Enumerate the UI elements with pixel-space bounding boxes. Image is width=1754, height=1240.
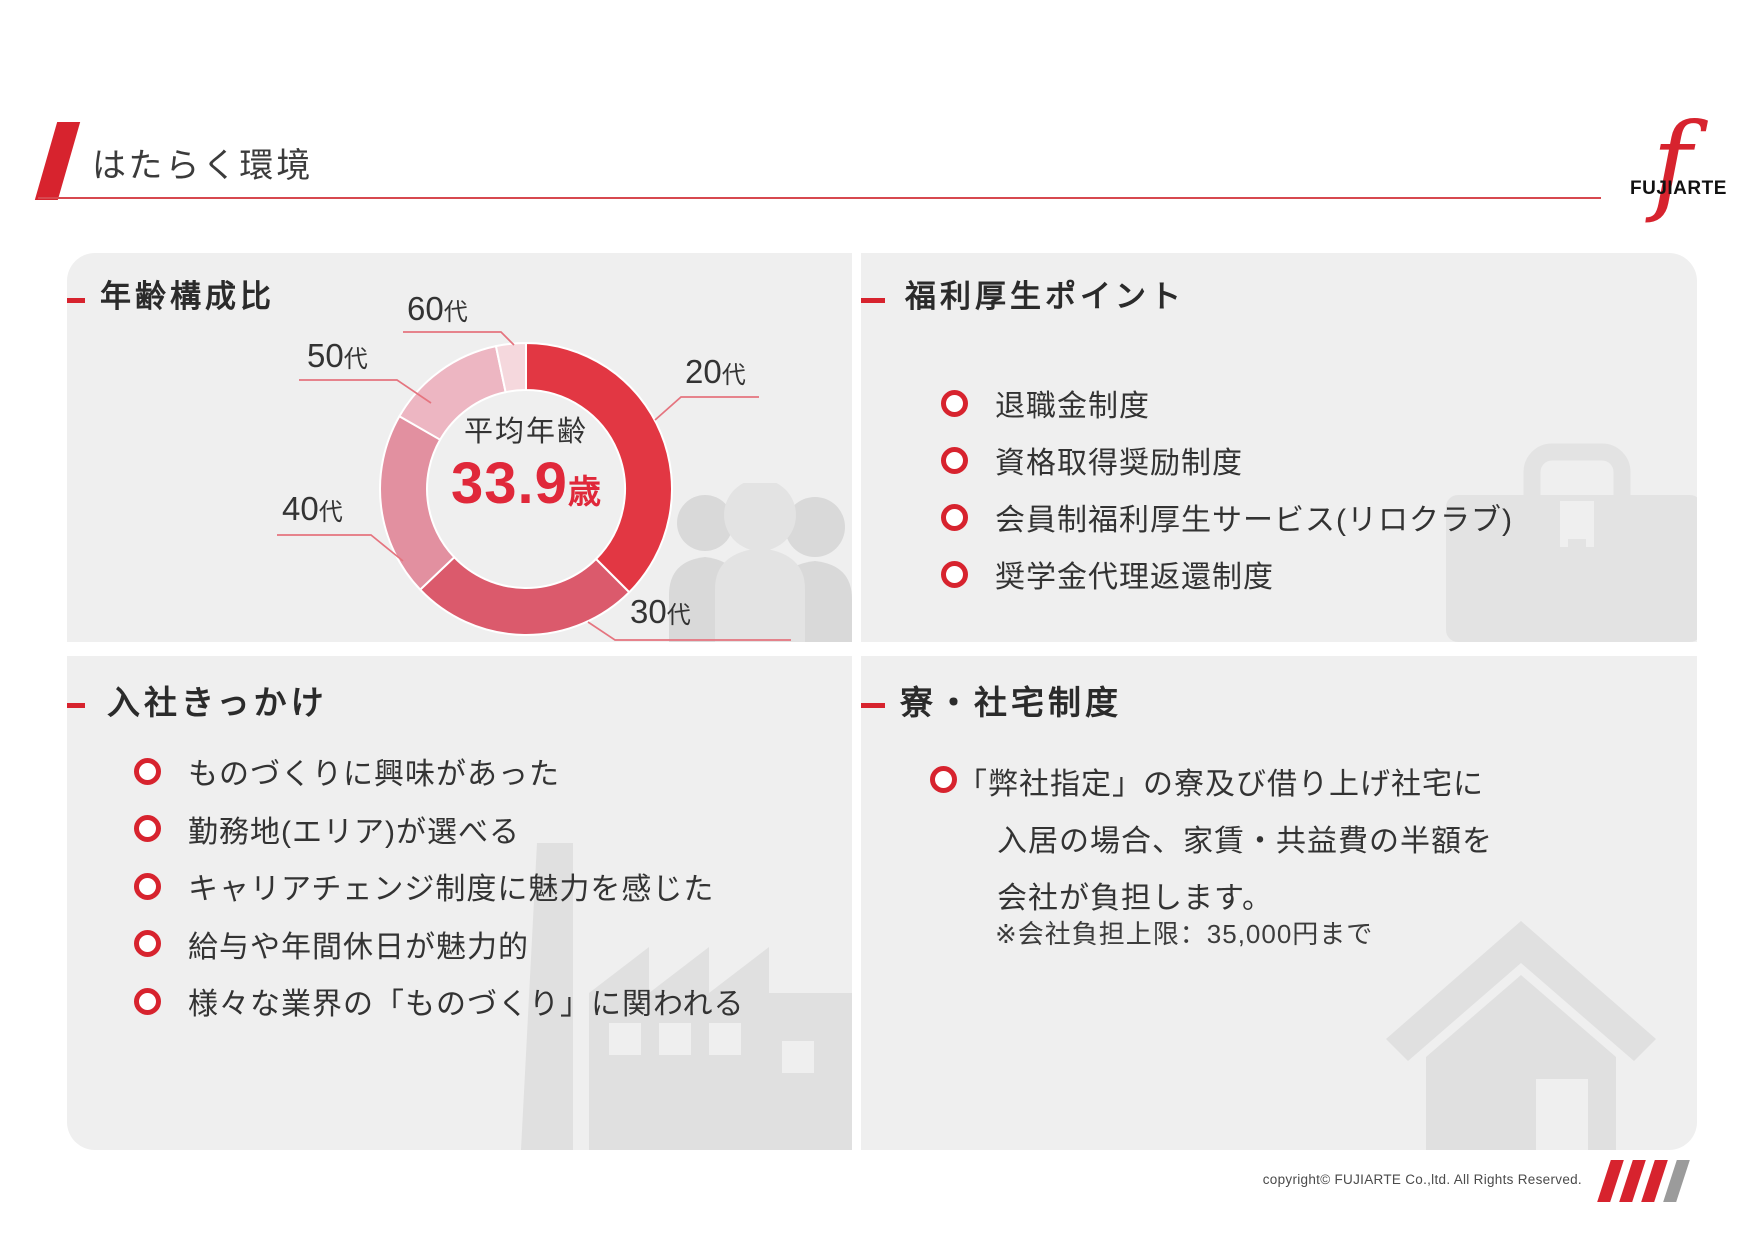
logo-f-icon: f	[1652, 101, 1692, 226]
donut-category-label: 40代	[282, 490, 343, 527]
section-dash-icon	[67, 703, 85, 708]
bullet-icon	[930, 766, 957, 793]
briefcase-silhouette-icon	[1446, 443, 1697, 642]
donut-leader-line	[277, 534, 404, 562]
bullet-icon	[134, 757, 161, 785]
list-item-label: 会員制福利厚生サービス(リロクラブ)	[995, 504, 1513, 537]
donut-leader-line	[654, 396, 759, 421]
donut-center-label: 平均年齢 33.9歳	[416, 408, 636, 517]
people-silhouette-icon	[669, 483, 852, 642]
list-item: 給与や年間休日が魅力的	[134, 924, 745, 964]
bullet-icon	[134, 815, 161, 842]
bullet-icon	[134, 930, 161, 957]
factory-silhouette-icon	[521, 843, 852, 1150]
company-logo: f FUJIARTE	[1630, 110, 1740, 248]
list-item: 退職金制度	[941, 383, 1513, 423]
panel-welfare: 福利厚生ポイント 退職金制度資格取得奨励制度会員制福利厚生サービス(リロクラブ)…	[861, 253, 1697, 642]
list-item: 会員制福利厚生サービス(リロクラブ)	[941, 497, 1513, 537]
housing-line-2: 入居の場合、家賃・共益費の半額を	[997, 825, 1493, 858]
donut-category-label: 60代	[407, 290, 468, 327]
reasons-list: ものづくりに興味があった 勤務地(エリア)が選べるキャリアチェンジ制度に魅力を感じ…	[134, 751, 745, 1021]
welfare-list: 退職金制度資格取得奨励制度会員制福利厚生サービス(リロクラブ) 奨学金代理返還制度	[941, 383, 1513, 594]
donut-category-label: 50代	[307, 337, 368, 374]
donut-leader-line	[403, 331, 515, 346]
header-accent-slash	[34, 122, 81, 200]
housing-note: ※会社負担上限：35,000円まで	[995, 919, 1374, 949]
list-item-label: 奨学金代理返還制度	[995, 561, 1274, 594]
list-item-label: 様々な業界の「ものづくり」に関われる	[188, 988, 745, 1021]
average-age-value: 33.9	[451, 451, 568, 516]
footer-slash-icon	[1619, 1160, 1646, 1202]
housing-line-1: 「弊社指定」の寮及び借り上げ社宅に	[957, 768, 1484, 801]
list-item: 様々な業界の「ものづくり」に関われる	[134, 981, 745, 1021]
donut-slice	[418, 555, 631, 636]
panel-join-reasons: 入社きっかけ ものづくりに興味があった 勤務地(エリア)が選べるキャリアチェンジ制…	[67, 656, 852, 1150]
list-item-label: ものづくりに興味があった	[188, 758, 560, 791]
average-age-unit: 歳	[567, 473, 601, 510]
bullet-icon	[134, 872, 161, 900]
list-item-label: 勤務地(エリア)が選べる	[188, 815, 520, 849]
panel-housing: 寮・社宅制度 「弊社指定」の寮及び借り上げ社宅に 入居の場合、家賃・共益費の半額…	[861, 656, 1697, 1150]
list-item-label: 給与や年間休日が魅力的	[188, 930, 529, 964]
list-item-label: 資格取得奨励制度	[995, 447, 1243, 480]
panel-age-composition: 年齢構成比 平均年齢 33.9歳 20代 30代 40代 50代 60代	[67, 253, 852, 642]
footer-slash-icon	[1663, 1160, 1690, 1202]
section-dash-icon	[861, 298, 885, 303]
donut-slice	[494, 341, 527, 394]
section-title-reasons: 入社きっかけ	[107, 684, 328, 721]
age-donut-chart	[277, 331, 791, 641]
bullet-icon	[941, 503, 968, 531]
donut-leader-line	[587, 621, 791, 641]
bullet-icon	[134, 987, 161, 1015]
house-silhouette-icon	[1386, 921, 1656, 1150]
list-item: 勤務地(エリア)が選べる	[134, 809, 745, 849]
donut-category-label: 30代	[630, 593, 691, 630]
list-item: キャリアチェンジ制度に魅力を感じた	[134, 866, 745, 906]
section-title-welfare: 福利厚生ポイント	[905, 279, 1185, 314]
housing-line-3: 会社が負担します。	[997, 882, 1273, 915]
list-item-label: キャリアチェンジ制度に魅力を感じた	[188, 873, 715, 906]
section-title-housing: 寮・社宅制度	[900, 684, 1122, 721]
donut-leader-line	[299, 379, 432, 404]
section-title-age: 年齢構成比	[100, 279, 275, 314]
bullet-icon	[941, 389, 968, 417]
section-dash-icon	[861, 703, 885, 708]
donut-category-label: 20代	[685, 353, 746, 390]
donut-slice	[525, 341, 673, 594]
list-item-label: 退職金制度	[995, 390, 1150, 423]
list-item: ものづくりに興味があった	[134, 751, 745, 791]
footer-slash-icon	[1597, 1160, 1624, 1202]
list-item: 資格取得奨励制度	[941, 440, 1513, 480]
footer-slashes	[1597, 1160, 1690, 1202]
section-dash-icon	[67, 298, 85, 303]
bullet-icon	[941, 560, 968, 588]
footer-slash-icon	[1641, 1160, 1668, 1202]
header-rule	[38, 197, 1601, 199]
copyright-text: copyright© FUJIARTE Co.,ltd. All Rights …	[1262, 1172, 1582, 1187]
list-item: 奨学金代理返還制度	[941, 554, 1513, 594]
logo-text: FUJIARTE	[1630, 178, 1727, 199]
average-age-caption: 平均年齢	[463, 416, 588, 448]
bullet-icon	[941, 446, 968, 474]
page-title: はたらく環境	[92, 147, 314, 185]
